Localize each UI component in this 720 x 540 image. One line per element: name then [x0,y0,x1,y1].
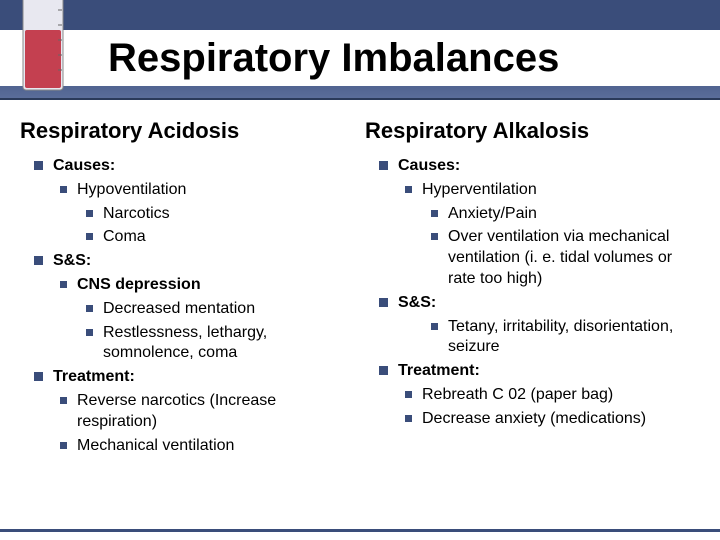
list-item: S&S: [34,251,355,272]
header-band: Respiratory Imbalances [0,0,720,100]
square-bullet-icon [60,281,67,288]
item-text: Treatment: [398,361,480,382]
list-item: Hypoventilation [60,180,355,201]
item-text: Tetany, irritability, disorientation, se… [448,317,700,359]
square-bullet-icon [34,372,43,381]
list-item: Coma [86,227,355,248]
list-item: Reverse narcotics (Increase respiration) [60,391,355,433]
square-bullet-icon [86,233,93,240]
item-text: Over ventilation via mechanical ventilat… [448,227,700,289]
square-bullet-icon [405,391,412,398]
beaker-image [8,0,78,100]
list-item: Causes: [379,156,700,177]
square-bullet-icon [86,210,93,217]
square-bullet-icon [431,210,438,217]
item-text: Hyperventilation [422,180,537,201]
list-item: Causes: [34,156,355,177]
square-bullet-icon [60,186,67,193]
square-bullet-icon [431,323,438,330]
item-text: Anxiety/Pain [448,204,537,225]
item-text: S&S: [398,293,436,314]
item-text: Decreased mentation [103,299,255,320]
square-bullet-icon [86,305,93,312]
item-text: S&S: [53,251,91,272]
item-text: Mechanical ventilation [77,436,234,457]
square-bullet-icon [405,415,412,422]
list-item: Decreased mentation [86,299,355,320]
item-text: Hypoventilation [77,180,186,201]
square-bullet-icon [379,298,388,307]
slide-title: Respiratory Imbalances [108,36,559,81]
square-bullet-icon [405,186,412,193]
list-item: Treatment: [379,361,700,382]
item-text: Rebreath C 02 (paper bag) [422,385,613,406]
square-bullet-icon [86,329,93,336]
item-text: Narcotics [103,204,170,225]
square-bullet-icon [60,397,67,404]
square-bullet-icon [431,233,438,240]
list-item: Decrease anxiety (medications) [405,409,700,430]
square-bullet-icon [60,442,67,449]
item-text: CNS depression [77,275,201,296]
item-text: Causes: [53,156,115,177]
square-bullet-icon [379,161,388,170]
item-text: Coma [103,227,146,248]
left-heading: Respiratory Acidosis [20,118,355,144]
square-bullet-icon [379,366,388,375]
list-item: CNS depression [60,275,355,296]
list-item: Mechanical ventilation [60,436,355,457]
list-item: Restlessness, lethargy, somnolence, coma [86,323,355,365]
square-bullet-icon [34,161,43,170]
list-item: Hyperventilation [405,180,700,201]
list-item: Rebreath C 02 (paper bag) [405,385,700,406]
right-column: Respiratory Alkalosis Causes: Hyperventi… [365,118,700,459]
item-text: Treatment: [53,367,135,388]
list-item: Treatment: [34,367,355,388]
square-bullet-icon [34,256,43,265]
list-item: Tetany, irritability, disorientation, se… [431,317,700,359]
footer-divider [0,529,720,532]
left-column: Respiratory Acidosis Causes: Hypoventila… [20,118,355,459]
list-item: Narcotics [86,204,355,225]
item-text: Restlessness, lethargy, somnolence, coma [103,323,355,365]
content-area: Respiratory Acidosis Causes: Hypoventila… [0,100,720,469]
item-text: Causes: [398,156,460,177]
item-text: Decrease anxiety (medications) [422,409,646,430]
list-item: Anxiety/Pain [431,204,700,225]
right-heading: Respiratory Alkalosis [365,118,700,144]
item-text: Reverse narcotics (Increase respiration) [77,391,355,433]
list-item: Over ventilation via mechanical ventilat… [431,227,700,289]
list-item: S&S: [379,293,700,314]
